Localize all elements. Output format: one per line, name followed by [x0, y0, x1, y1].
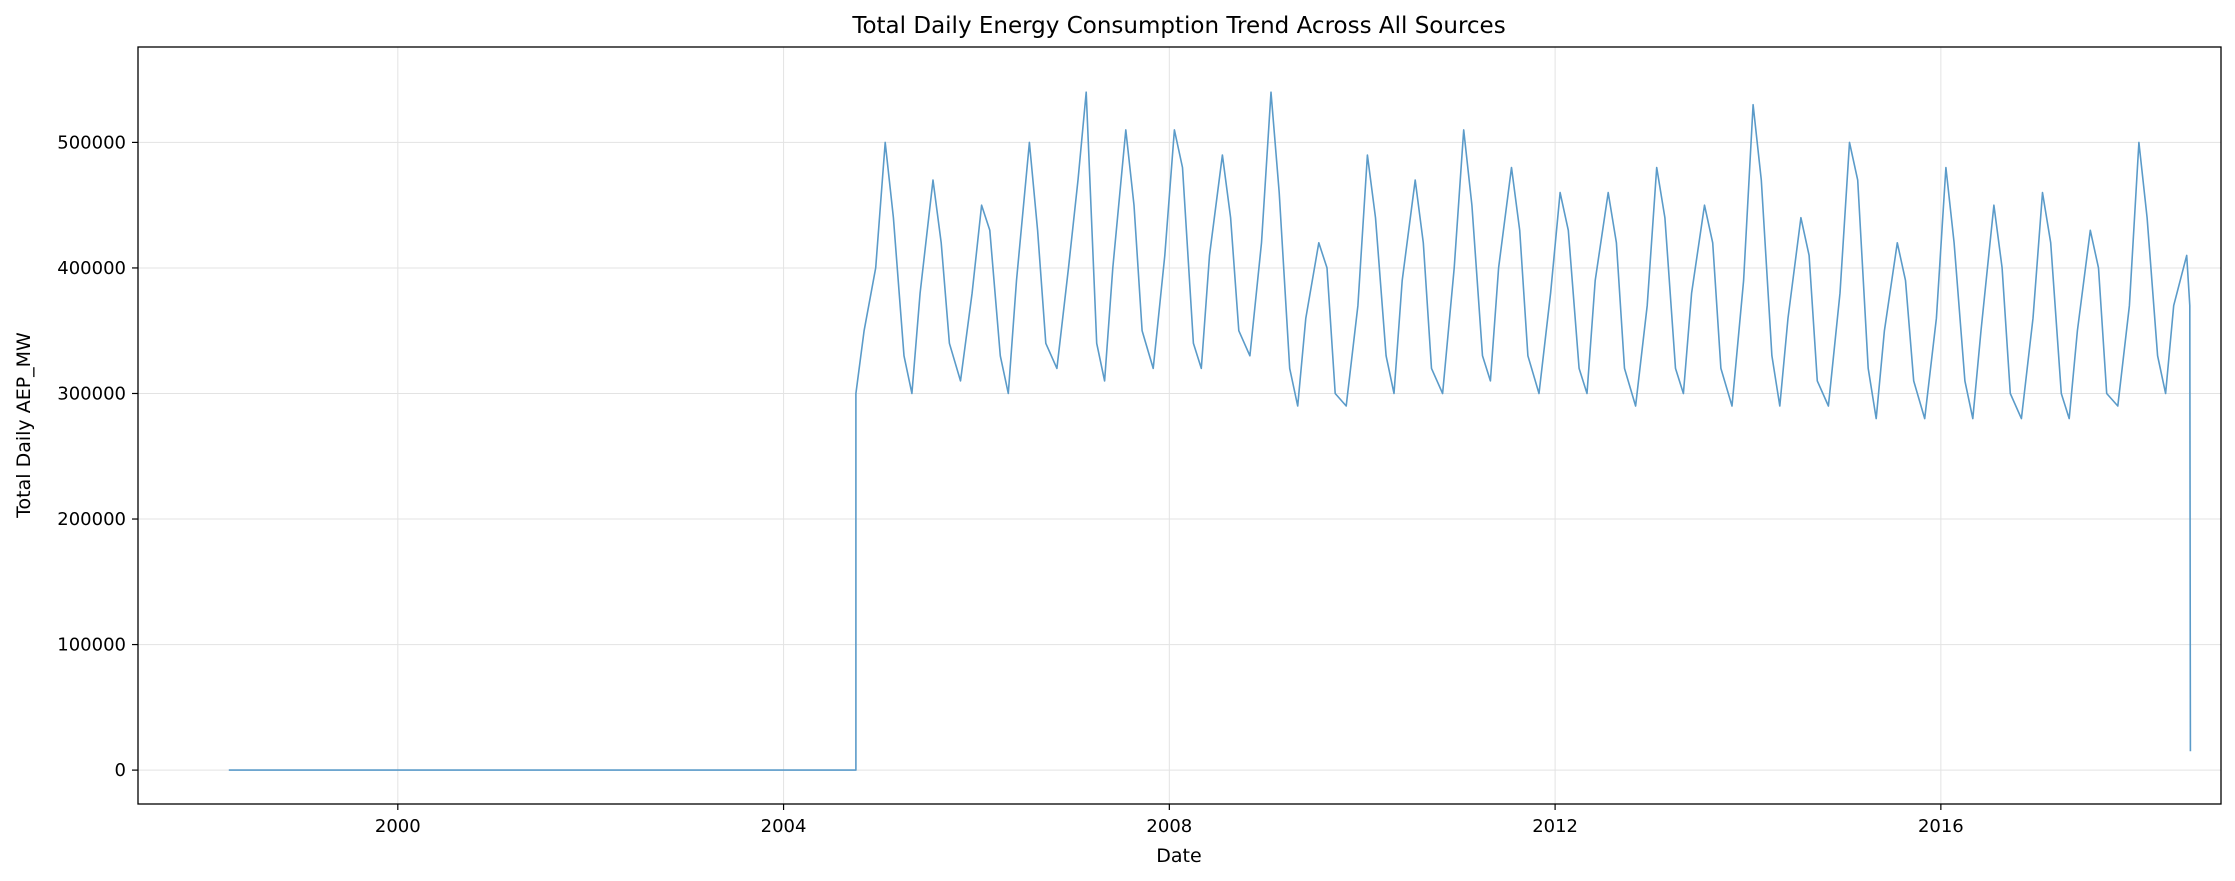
x-tick-label: 2016	[1918, 816, 1964, 837]
y-tick-label: 400000	[57, 258, 126, 279]
chart-title: Total Daily Energy Consumption Trend Acr…	[851, 13, 1505, 39]
y-tick-label: 300000	[57, 383, 126, 404]
plot-area-frame	[137, 46, 2222, 805]
x-tick-label: 2000	[375, 816, 421, 837]
y-tick-label: 100000	[57, 635, 126, 656]
x-tick-label: 2008	[1146, 816, 1192, 837]
x-tick-label: 2004	[761, 816, 807, 837]
x-tick-label: 2012	[1532, 816, 1578, 837]
y-axis-label: Total Daily AEP_MW	[13, 332, 35, 519]
x-axis-label: Date	[1156, 845, 1201, 867]
x-axis: 2000 2004 2008 2012 2016	[375, 804, 1964, 837]
y-tick-label: 500000	[57, 132, 126, 153]
y-tick-label: 200000	[57, 509, 126, 530]
y-axis: 0 100000 200000 300000 400000 500000	[57, 132, 138, 781]
y-tick-label: 0	[115, 760, 126, 781]
series-line-aep-mw	[228, 91, 2192, 771]
